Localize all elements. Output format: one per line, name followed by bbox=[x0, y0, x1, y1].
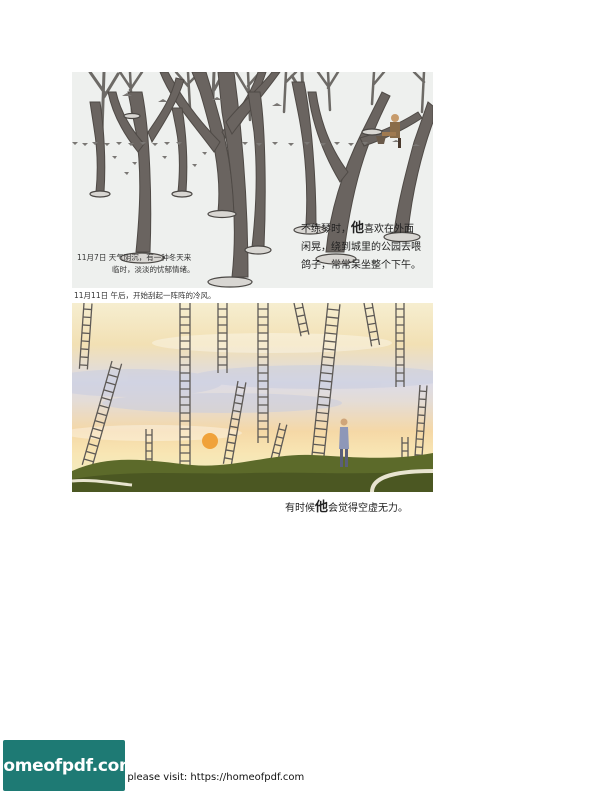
park-trees-drawing bbox=[72, 72, 433, 288]
sky-caption-a: 有时候 bbox=[285, 503, 315, 514]
park-illustration: 11月7日 天气阴沉，有一种冬天来 临时，淡淡的忧郁情绪。 不练琴时，他喜欢在外… bbox=[72, 72, 433, 288]
park-text-emphasis: 他 bbox=[351, 221, 365, 236]
sky-caption-emphasis: 他 bbox=[315, 500, 329, 515]
footer-visit-text: e please visit: https://homeofpdf.com bbox=[118, 772, 305, 783]
standing-figure bbox=[339, 418, 349, 467]
park-text-line1: 不练琴时，他喜欢在外面 bbox=[301, 220, 414, 238]
mid-caption: 11月11日 午后，开始刮起一阵阵的冷风。 bbox=[74, 291, 216, 300]
ladders-drawing bbox=[72, 303, 433, 492]
park-text-line2: 闲晃，绕到城里的公园去喂 bbox=[301, 242, 421, 253]
park-caption-line2: 临时，淡淡的忧郁情绪。 bbox=[112, 265, 195, 274]
park-text-line3: 鸽子，常常呆坐整个下午。 bbox=[301, 260, 421, 271]
sky-caption-c: 会觉得空虚无力。 bbox=[328, 503, 409, 514]
park-text-line1-a: 不练琴时， bbox=[301, 224, 351, 235]
park-caption-line1: 11月7日 天气阴沉，有一种冬天来 bbox=[77, 253, 192, 262]
park-text-line1-c: 喜欢在外面 bbox=[364, 224, 415, 235]
seated-figure bbox=[376, 114, 401, 148]
sky-caption: 有时候他会觉得空虚无力。 bbox=[285, 496, 408, 515]
sun bbox=[202, 433, 218, 449]
sky-illustration bbox=[72, 303, 433, 492]
homeofpdf-logo[interactable]: homeofpdf.com bbox=[0, 740, 137, 791]
